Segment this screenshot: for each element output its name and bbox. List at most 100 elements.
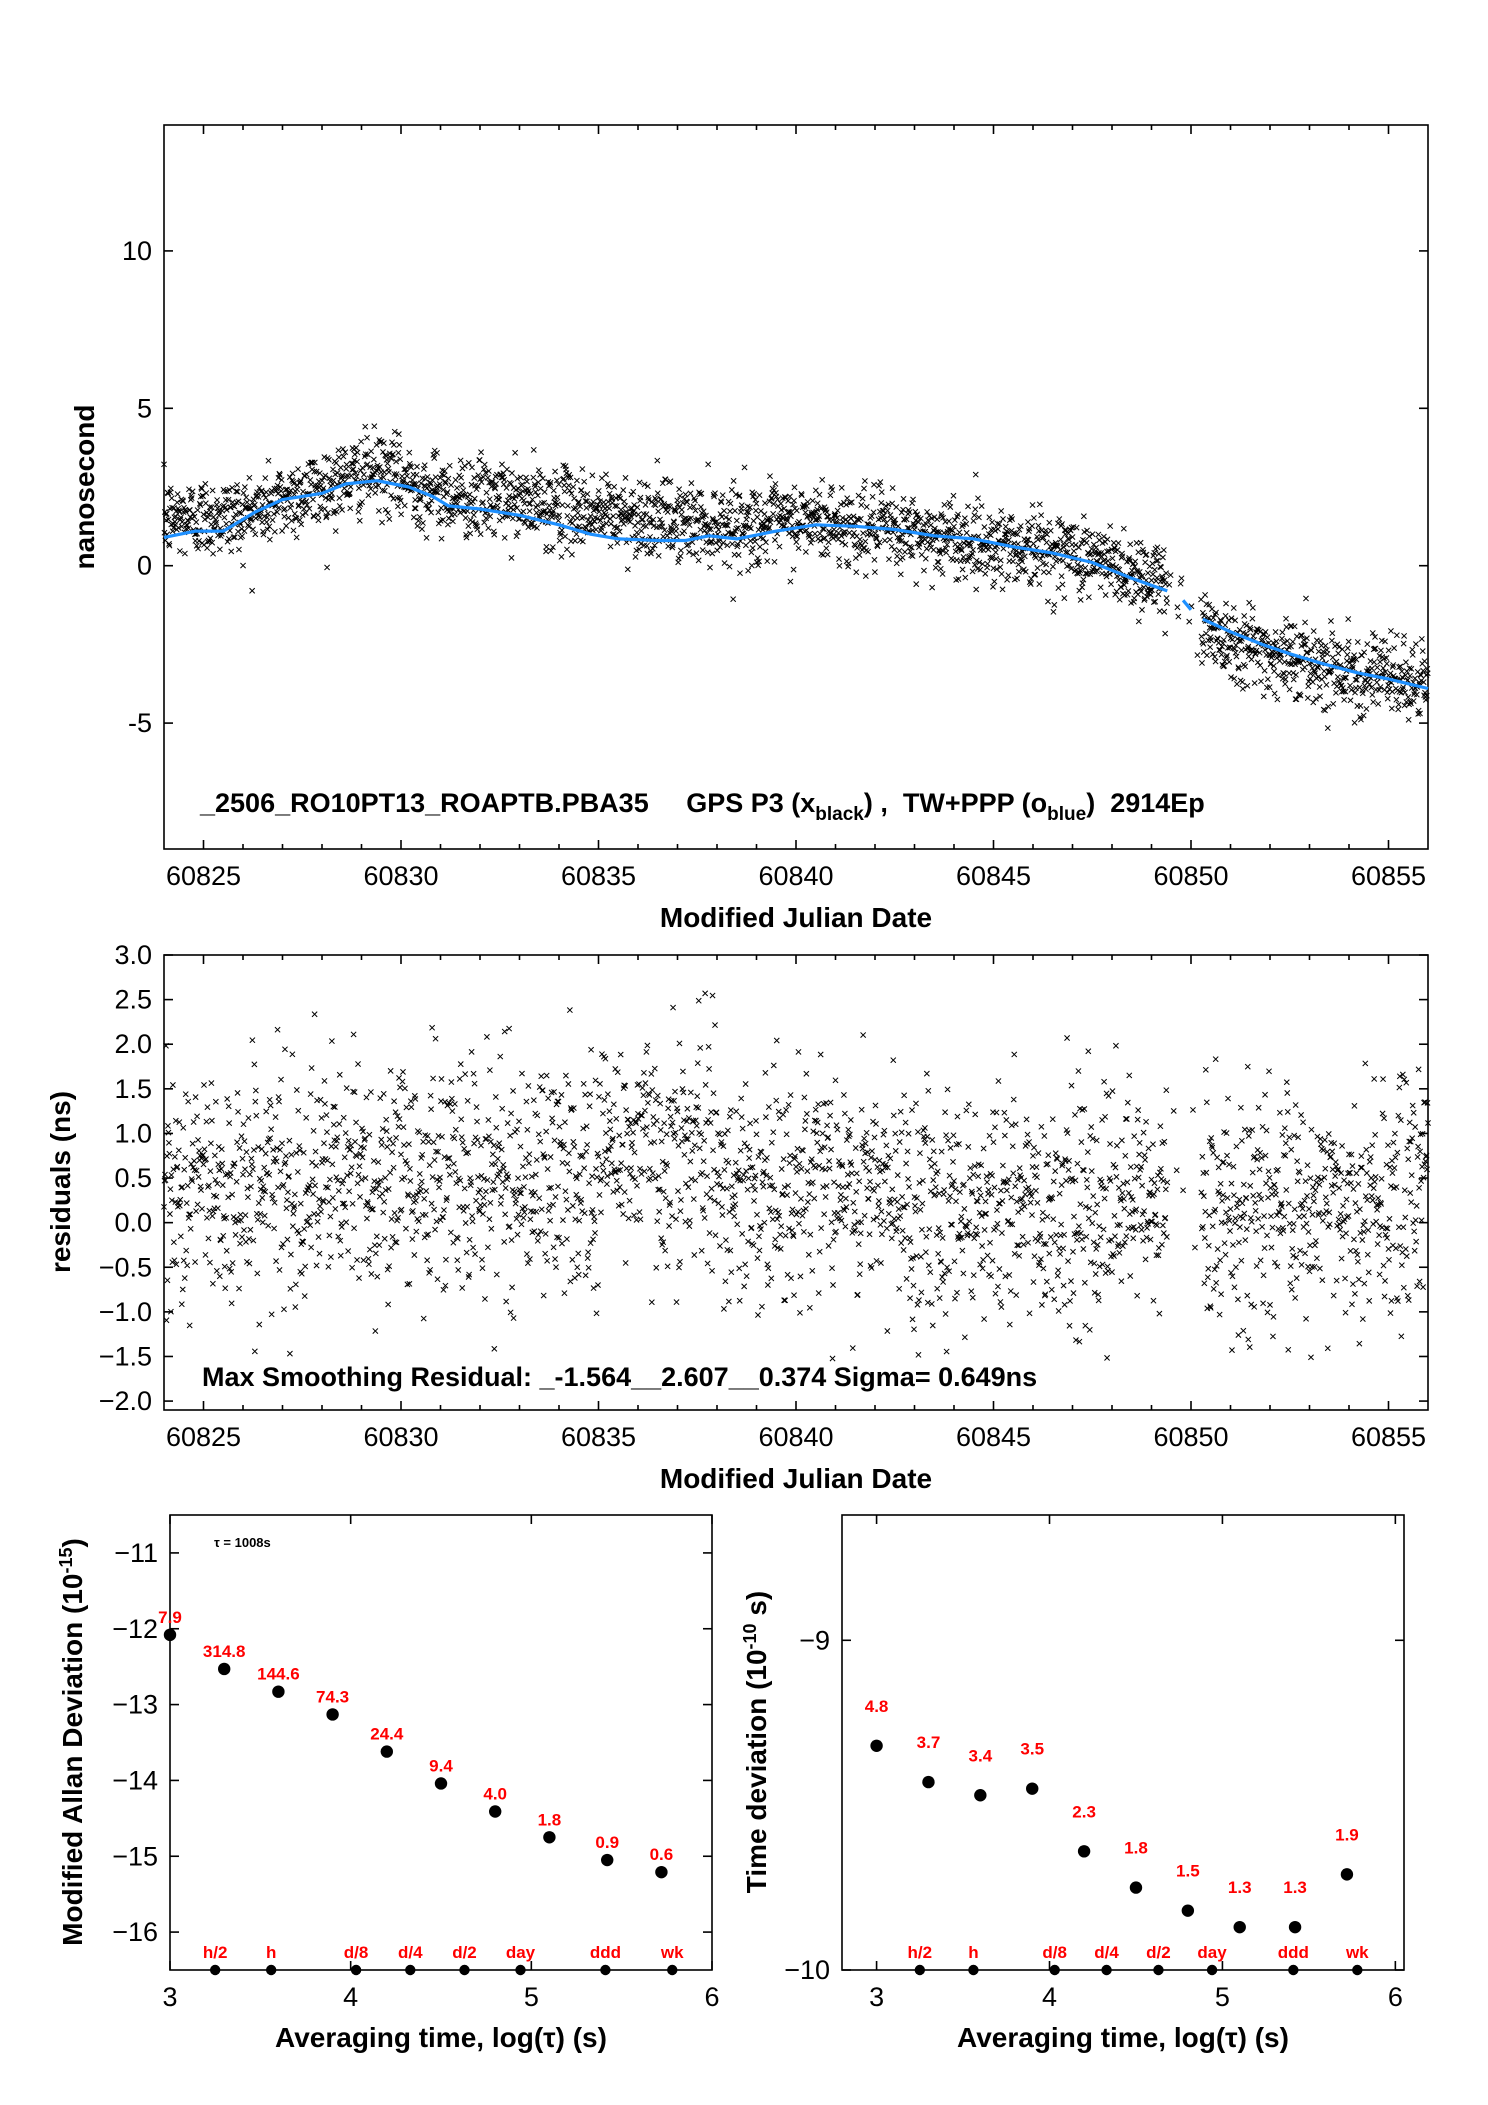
gps-point xyxy=(274,509,281,516)
gps-point xyxy=(315,517,322,524)
gps-point xyxy=(206,504,213,511)
gps-point xyxy=(304,501,311,508)
gps-point xyxy=(460,487,467,494)
gps-point xyxy=(190,510,197,517)
gps-point xyxy=(622,474,629,481)
gps-point xyxy=(461,462,468,469)
gps-point xyxy=(530,446,537,453)
gps-point xyxy=(568,490,575,497)
gps-point xyxy=(517,490,524,497)
gps-point xyxy=(355,508,362,515)
gps-point xyxy=(310,513,317,520)
gps-point xyxy=(380,440,387,447)
gps-point xyxy=(189,488,196,495)
x-tick-label: 60825 xyxy=(166,861,241,891)
gps-point xyxy=(654,457,661,464)
gps-point xyxy=(690,503,697,510)
gps-point xyxy=(508,554,515,561)
gps-point xyxy=(300,488,306,495)
gps-point xyxy=(695,516,702,523)
gps-point xyxy=(472,520,479,527)
gps-point xyxy=(449,518,456,525)
gps-point xyxy=(689,532,696,539)
gps-point xyxy=(559,502,566,509)
gps-point xyxy=(161,529,168,536)
gps-point xyxy=(641,481,648,488)
gps-point xyxy=(636,479,643,486)
gps-point xyxy=(249,587,256,594)
gps-point xyxy=(428,497,435,504)
gps-point xyxy=(630,488,637,495)
gps-point xyxy=(319,477,326,484)
gps-point xyxy=(179,518,186,525)
gps-point xyxy=(311,459,318,466)
gps-point xyxy=(504,466,510,473)
gps-point xyxy=(532,483,539,490)
gps-point xyxy=(580,514,587,520)
gps-point xyxy=(504,497,511,504)
gps-point xyxy=(262,494,269,501)
gps-point xyxy=(350,466,357,473)
gps-point xyxy=(283,522,290,529)
gps-point xyxy=(695,557,702,564)
gps-point xyxy=(457,457,464,464)
gps-point xyxy=(425,505,432,512)
gps-point xyxy=(163,510,170,517)
gps-point xyxy=(538,500,545,507)
gps-point xyxy=(589,472,596,479)
gps-point xyxy=(240,489,247,496)
gps-point xyxy=(176,507,182,514)
gps-point xyxy=(468,481,475,488)
x-tick-label: 60830 xyxy=(363,861,438,891)
gps-point xyxy=(431,455,438,461)
gps-point xyxy=(486,496,493,503)
gps-point xyxy=(434,489,441,496)
gps-point xyxy=(358,438,365,445)
gps-point xyxy=(185,517,192,524)
gps-point xyxy=(394,503,401,510)
gps-point xyxy=(416,513,423,520)
gps-point xyxy=(484,474,491,481)
x-axis-label: Modified Julian Date xyxy=(660,902,932,933)
gps-point xyxy=(448,482,455,489)
gps-point xyxy=(452,476,459,483)
gps-point xyxy=(570,484,577,490)
gps-point xyxy=(177,514,184,521)
gps-point xyxy=(246,505,253,512)
gps-point xyxy=(597,517,604,524)
gps-point xyxy=(631,502,638,508)
gps-point xyxy=(480,466,487,473)
gps-point xyxy=(513,533,520,540)
gps-point xyxy=(251,501,258,508)
gps-point xyxy=(671,519,678,526)
gps-point xyxy=(564,512,571,519)
gps-point xyxy=(633,529,640,536)
gps-point xyxy=(470,512,477,518)
gps-point xyxy=(323,514,330,521)
gps-point xyxy=(193,519,200,526)
gps-point xyxy=(255,493,262,500)
gps-point xyxy=(612,502,619,509)
gps-point xyxy=(496,496,503,503)
gps-point xyxy=(337,464,344,471)
gps-point xyxy=(393,458,400,465)
gps-point xyxy=(419,519,426,526)
gps-point xyxy=(485,468,492,474)
gps-point xyxy=(201,516,208,523)
gps-point xyxy=(475,472,482,479)
gps-point xyxy=(180,498,187,505)
gps-point xyxy=(682,491,689,498)
gps-point xyxy=(234,481,241,488)
gps-point xyxy=(466,491,473,498)
gps-point xyxy=(346,490,353,497)
gps-point xyxy=(532,489,539,495)
gps-point xyxy=(384,510,391,516)
gps-point xyxy=(351,451,358,458)
gps-point xyxy=(231,503,238,510)
gps-point xyxy=(389,439,395,446)
gps-point xyxy=(637,494,644,501)
gps-point xyxy=(333,460,340,466)
gps-point xyxy=(462,515,469,521)
gps-point xyxy=(634,504,641,511)
gps-point xyxy=(364,434,371,441)
